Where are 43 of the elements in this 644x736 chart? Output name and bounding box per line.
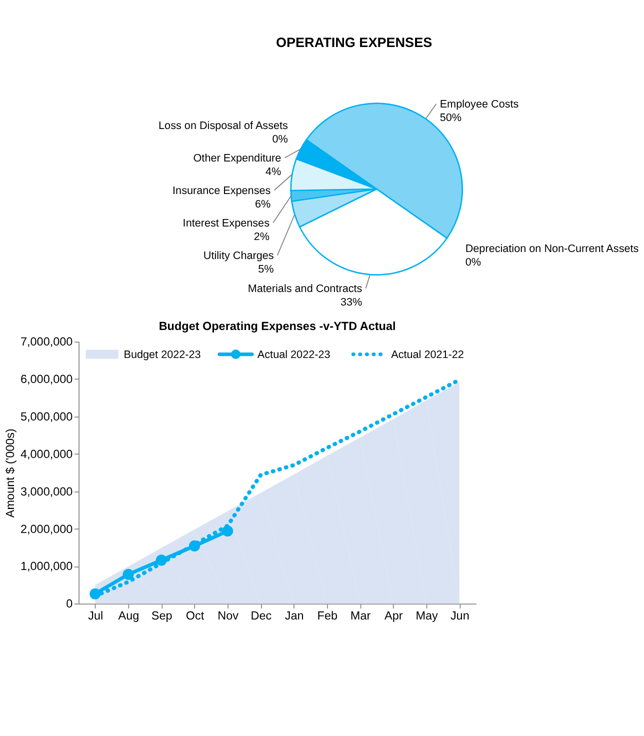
data-label: 4% — [265, 166, 282, 178]
chart-title: Budget Operating Expenses -v-YTD Actual — [158, 320, 396, 333]
slice-label: Employee Costs — [440, 98, 520, 111]
data-label: 6% — [255, 198, 272, 210]
point — [122, 568, 134, 580]
y-tick-label: 5,000,000 — [20, 410, 74, 424]
data-label: 50% — [440, 112, 462, 124]
x-tick-label: Apr — [384, 609, 403, 622]
x-tick-label: Jul — [88, 609, 104, 622]
y-tick-label: 4,000,000 — [20, 448, 74, 461]
x-tick-label: Feb — [317, 609, 338, 622]
data-label: 33% — [340, 296, 363, 309]
y-tick-label: 2,000,000 — [20, 522, 74, 536]
legend-label: Actual 2021-22 — [391, 348, 464, 361]
x-tick-label: May — [416, 609, 438, 622]
y-axis-title: Amount $ ('000s) — [4, 428, 18, 518]
x-tick-label: Sep — [151, 609, 173, 622]
x-tick-label: Aug — [118, 609, 140, 622]
category-label: Depreciation on Non-Current Assets — [465, 243, 639, 256]
slice-label: Materials and Contracts — [248, 282, 363, 295]
y-tick-label: 7,000,000 — [20, 336, 74, 349]
y-tick-label: 3,000,000 — [20, 485, 74, 498]
slice-label: Utility Charges — [203, 250, 274, 262]
x-tick-label: Nov — [218, 609, 239, 622]
chart-title: OPERATING EXPENSES — [276, 35, 432, 50]
y-tick-label: 0 — [66, 598, 74, 611]
legend-label: Actual 2022-23 — [257, 348, 330, 361]
data-label: 2% — [254, 230, 270, 243]
x-tick-label: Mar — [350, 609, 371, 622]
text: 0% — [465, 256, 481, 269]
x-tick-label: Dec — [250, 609, 272, 622]
legend-label: Budget 2022-23 — [124, 348, 201, 361]
x-tick-label: Jan — [284, 609, 304, 622]
x-tick-label: Oct — [186, 609, 205, 622]
x-tick-label: Jun — [450, 609, 470, 622]
category-label: Loss on Disposal of Assets — [158, 120, 288, 132]
data-label: 5% — [258, 263, 274, 276]
y-tick-label: 6,000,000 — [20, 373, 74, 386]
slice-label: Insurance Expenses — [172, 184, 272, 197]
y-tick-label: 1,000,000 — [20, 560, 74, 574]
slice-label: Other Expenditure — [193, 152, 282, 164]
slice-label: Interest Expenses — [182, 217, 270, 230]
text: 0% — [272, 133, 288, 146]
